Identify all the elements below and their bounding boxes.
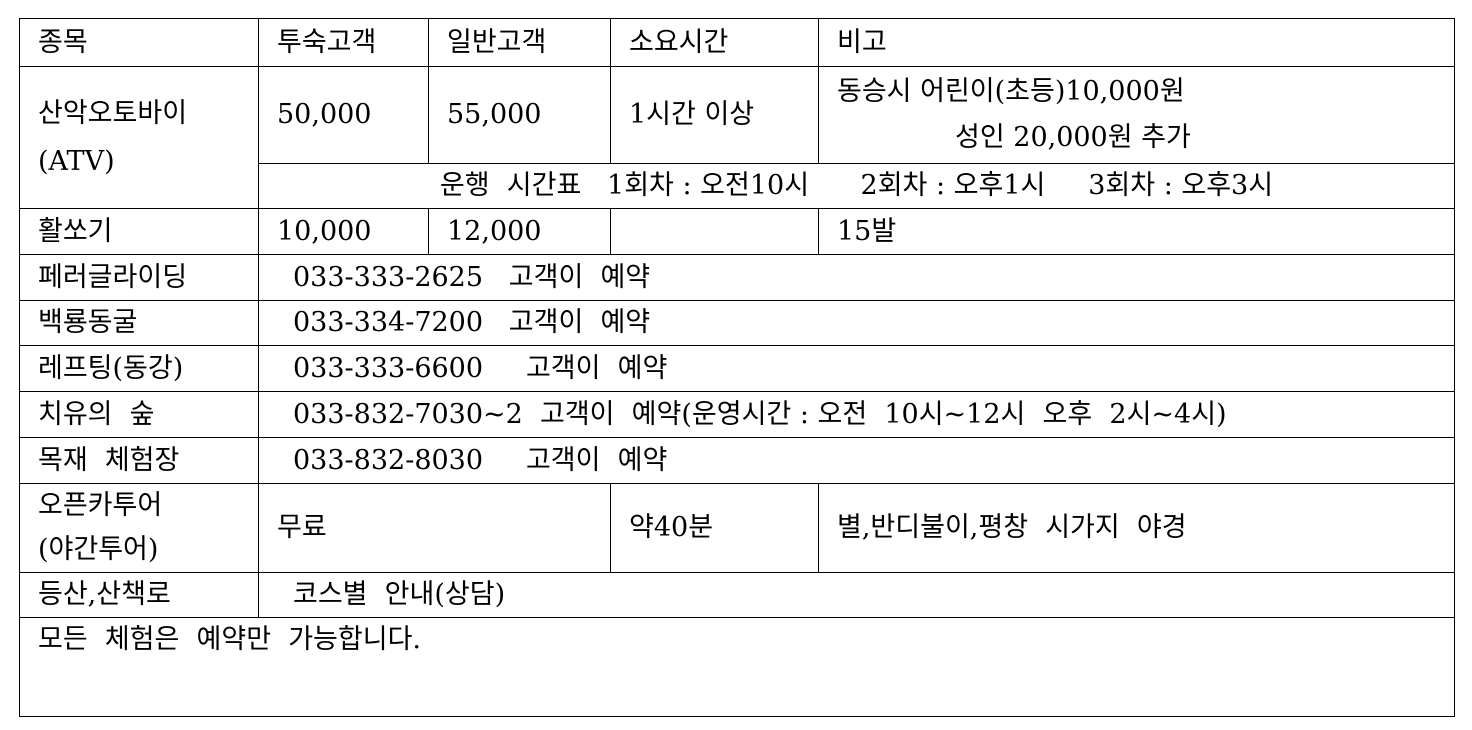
archery-guest-price: 10,000 [258,208,429,255]
hiking-info: 코스별 안내(상담) [258,572,1455,618]
table-row: 등산,산책로 코스별 안내(상담) [19,572,1455,618]
atv-note-line1: 동승시 어린이(초등)10,000원 [837,76,1185,107]
activity-name: 백룡동굴 [19,300,259,346]
activity-info: 033-832-7030~2 고객이 예약(운영시간 : 오전 10시~12시 … [258,391,1455,438]
activity-name: 페러글라이딩 [19,254,259,301]
atv-name-cell: 산악오토바이 (ATV) [19,66,259,209]
table-row: 치유의 숲 033-832-7030~2 고객이 예약(운영시간 : 오전 10… [19,391,1455,438]
atv-schedule: 운행 시간표 1회차 : 오전10시 2회차 : 오후1시 3회차 : 오후3시 [258,163,1455,209]
archery-general-price: 12,000 [428,208,611,255]
hiking-name: 등산,산책로 [19,572,259,618]
table-row: 오픈카투어 (야간투어) 무료 약40분 별,반디불이,평창 시가지 야경 [19,483,1455,573]
activity-name: 치유의 숲 [19,391,259,438]
activity-price-table: 종목 투숙고객 일반고객 소요시간 비고 산악오토바이 (ATV) 50,000 … [19,18,1455,717]
table-row: 활쏘기 10,000 12,000 15발 [19,208,1455,255]
opencar-name-line2: (야간투어) [38,534,159,565]
header-cell: 일반고객 [428,18,611,67]
header-cell: 투숙고객 [258,18,429,67]
activity-name: 목재 체험장 [19,437,259,484]
activity-info: 033-333-6600 고객이 예약 [258,345,1455,392]
opencar-price: 무료 [258,483,611,573]
archery-duration [610,208,819,255]
opencar-name-cell: 오픈카투어 (야간투어) [19,483,259,573]
header-cell: 종목 [19,18,259,67]
activity-info: 033-334-7200 고객이 예약 [258,300,1455,346]
footer-row: 모든 체험은 예약만 가능합니다. [19,617,1455,717]
atv-name-line2: (ATV) [38,145,115,177]
atv-note-line2: 성인 20,000원 추가 [955,122,1191,153]
activity-info: 033-333-2625 고객이 예약 [258,254,1455,301]
table-row: 산악오토바이 (ATV) 50,000 55,000 1시간 이상 동승시 어린이… [19,66,1455,209]
atv-name-line1: 산악오토바이 [38,97,188,129]
opencar-note: 별,반디불이,평창 시가지 야경 [818,483,1455,573]
activity-info: 033-832-8030 고객이 예약 [258,437,1455,484]
atv-general-price: 55,000 [428,66,611,164]
table-row: 페러글라이딩 033-333-2625 고객이 예약 [19,254,1455,301]
opencar-name-line1: 오픈카투어 [38,490,163,521]
archery-note: 15발 [818,208,1455,255]
archery-name: 활쏘기 [19,208,259,255]
opencar-duration: 약40분 [610,483,819,573]
atv-guest-price: 50,000 [258,66,429,164]
activity-name: 레프팅(동강) [19,345,259,392]
atv-duration: 1시간 이상 [610,66,819,164]
header-cell: 비고 [818,18,1455,67]
table-row: 운행 시간표 1회차 : 오전10시 2회차 : 오후1시 3회차 : 오후3시 [20,163,1455,209]
header-cell: 소요시간 [610,18,819,67]
footer-note: 모든 체험은 예약만 가능합니다. [19,617,1455,717]
table-row: 레프팅(동강) 033-333-6600 고객이 예약 [19,345,1455,392]
table-row: 백룡동굴 033-334-7200 고객이 예약 [19,300,1455,346]
table-row: 목재 체험장 033-832-8030 고객이 예약 [19,437,1455,484]
header-row: 종목 투숙고객 일반고객 소요시간 비고 [19,18,1455,67]
